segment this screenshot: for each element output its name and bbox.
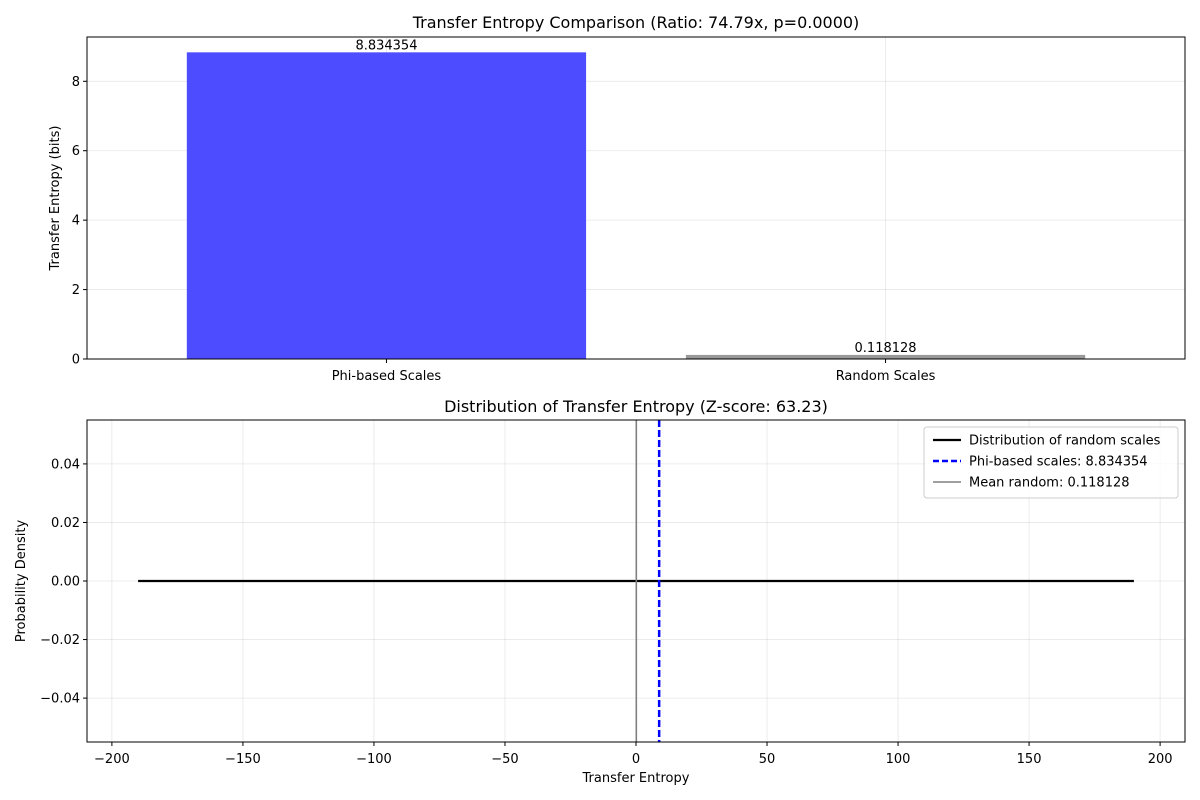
distribution-x-tick-label: 0 xyxy=(632,752,640,767)
distribution-x-tick-label: −50 xyxy=(491,752,518,767)
distribution-x-tick-label: 200 xyxy=(1148,752,1173,767)
bar-chart-y-ticks: 0 2 4 6 8 xyxy=(72,75,87,368)
bar-chart-y-tick-label: 4 xyxy=(72,214,80,229)
bar-chart-bars xyxy=(186,52,1086,359)
distribution-chart-lines xyxy=(138,420,1134,742)
distribution-x-tick-label: −200 xyxy=(94,752,130,767)
bar-data-label: 8.834354 xyxy=(355,38,417,53)
distribution-y-tick-label: −0.02 xyxy=(40,633,80,648)
distribution-chart-frame xyxy=(86,419,1186,743)
distribution-y-tick-label: 0.00 xyxy=(51,575,80,590)
legend-label: Mean random: 0.118128 xyxy=(969,476,1130,491)
bar-chart-y-tick-label: 2 xyxy=(72,283,80,298)
distribution-x-tick-label: 100 xyxy=(886,752,911,767)
distribution-chart-xlabel: Transfer Entropy xyxy=(582,771,690,786)
legend-box xyxy=(923,426,1179,499)
distribution-chart-ylabel: Probability Density xyxy=(14,520,29,643)
bar-chart-y-tick-label: 6 xyxy=(72,144,80,159)
bar-chart-frame xyxy=(86,36,1186,360)
distribution-y-tick-label: 0.04 xyxy=(51,457,80,472)
distribution-x-tick-label: 50 xyxy=(759,752,776,767)
distribution-x-tick-label: −100 xyxy=(356,752,392,767)
distribution-y-tick-label: −0.04 xyxy=(40,692,80,707)
distribution-chart-x-ticks: −200 −150 −100 −50 0 50 100 150 200 xyxy=(94,742,1173,767)
bar-chart-data-labels: 8.834354 0.118128 xyxy=(355,38,916,356)
distribution-chart-y-ticks: −0.04 −0.02 0.00 0.02 0.04 xyxy=(40,457,87,707)
bar-chart-title: Transfer Entropy Comparison (Ratio: 74.7… xyxy=(412,13,860,32)
bar-chart-panel: Transfer Entropy Comparison (Ratio: 74.7… xyxy=(48,13,1186,384)
distribution-x-tick-label: 150 xyxy=(1017,752,1042,767)
bar-chart-y-tick-label: 8 xyxy=(72,75,80,90)
distribution-x-tick-label: −150 xyxy=(225,752,261,767)
legend-label: Phi-based scales: 8.834354 xyxy=(969,455,1148,470)
bar-chart-x-tick-label: Random Scales xyxy=(836,369,936,384)
bar-chart-ylabel: Transfer Entropy (bits) xyxy=(48,126,63,272)
legend-label: Distribution of random scales xyxy=(969,434,1161,449)
bar-chart-x-ticks: Phi-based Scales Random Scales xyxy=(332,359,936,384)
distribution-chart-legend: Distribution of random scales Phi-based s… xyxy=(923,426,1179,499)
bar-chart-x-tick-label: Phi-based Scales xyxy=(332,369,442,384)
bar-1 xyxy=(186,52,587,359)
distribution-chart-panel: Distribution of Transfer Entropy (Z-scor… xyxy=(14,397,1186,786)
distribution-chart-title: Distribution of Transfer Entropy (Z-scor… xyxy=(444,397,828,416)
distribution-y-tick-label: 0.02 xyxy=(51,516,80,531)
bar-chart-y-tick-label: 0 xyxy=(72,353,80,368)
bar-2 xyxy=(685,354,1086,359)
bar-data-label: 0.118128 xyxy=(855,341,917,356)
